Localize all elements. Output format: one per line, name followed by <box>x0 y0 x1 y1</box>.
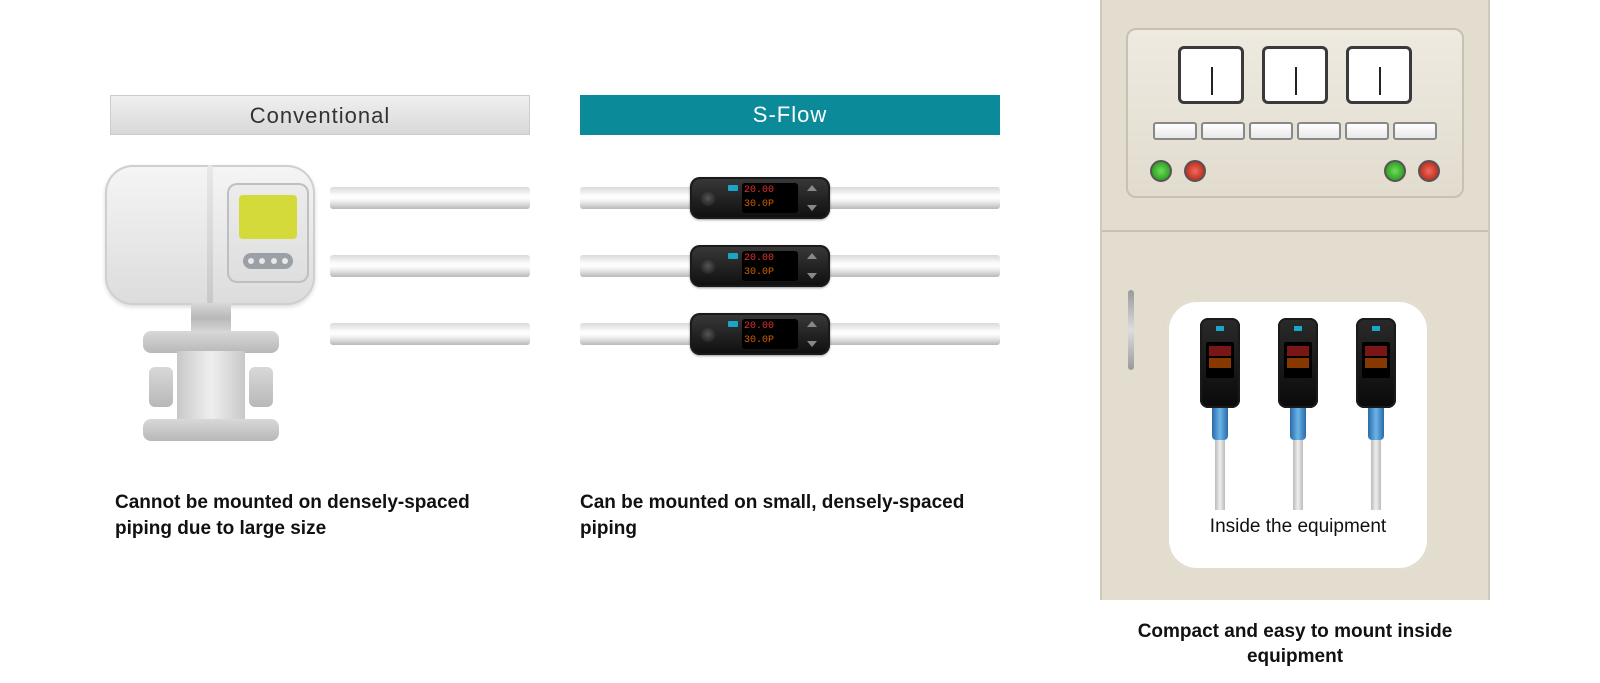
switch-icon <box>1153 122 1197 140</box>
inner-box-label: Inside the equipment <box>1167 516 1429 538</box>
readout-line2: 30.0P <box>744 266 796 280</box>
conventional-meter-icon <box>95 165 325 455</box>
meter-screen <box>227 183 309 283</box>
switch-row <box>1128 122 1462 140</box>
sflow-sensor-icon: 20.00 30.0P <box>690 245 830 287</box>
conventional-header: Conventional <box>110 95 530 135</box>
sensor-readout: 20.00 30.0P <box>742 251 798 281</box>
sensor-arrows-icon <box>804 253 820 279</box>
indicator-lights <box>1150 160 1440 182</box>
readout-line2: 30.0P <box>744 334 796 348</box>
pipe-row: 20.00 30.0P <box>580 321 1000 347</box>
sensor-readout: 20.00 30.0P <box>742 183 798 213</box>
gauge-icon <box>1346 46 1412 104</box>
sflow-panel: S-Flow 20.00 30.0P 20.00 30.0P <box>580 95 1000 389</box>
meter-buttons-icon <box>243 253 293 269</box>
pipe <box>330 323 530 345</box>
sensor-port-icon <box>700 190 716 206</box>
switch-icon <box>1393 122 1437 140</box>
light-pair-left <box>1150 160 1206 182</box>
sflow-sensor-icon: 20.00 30.0P <box>690 313 830 355</box>
gauge-row <box>1128 46 1462 104</box>
pipe-row: 20.00 30.0P <box>580 185 1000 211</box>
light-red-icon <box>1184 160 1206 182</box>
conventional-caption: Cannot be mounted on densely-spaced pipi… <box>115 490 515 541</box>
light-green-icon <box>1384 160 1406 182</box>
pipe-row: 20.00 30.0P <box>580 253 1000 279</box>
readout-line2: 30.0P <box>744 198 796 212</box>
sflow-header: S-Flow <box>580 95 1000 135</box>
mini-sensor-icon <box>1193 318 1247 510</box>
readout-line1: 20.00 <box>744 184 796 198</box>
cabinet-caption: Compact and easy to mount inside equipme… <box>1105 620 1485 669</box>
gauge-icon <box>1262 46 1328 104</box>
sensor-led-icon <box>728 321 738 327</box>
readout-line1: 20.00 <box>744 320 796 334</box>
equipment-cabinet-icon: Inside the equipment <box>1100 0 1490 600</box>
mini-sensor-icon <box>1349 318 1403 510</box>
pipe <box>330 255 530 277</box>
sensor-port-icon <box>700 258 716 274</box>
meter-neck <box>191 303 231 333</box>
sflow-caption: Can be mounted on small, densely-spaced … <box>580 490 980 541</box>
light-red-icon <box>1418 160 1440 182</box>
sensor-led-icon <box>728 253 738 259</box>
sensor-readout: 20.00 30.0P <box>742 319 798 349</box>
readout-line1: 20.00 <box>744 252 796 266</box>
light-pair-right <box>1384 160 1440 182</box>
cabinet-top-panel <box>1126 28 1464 198</box>
mini-sensor-row <box>1167 318 1429 510</box>
sensor-led-icon <box>728 185 738 191</box>
mini-sensor-icon <box>1271 318 1325 510</box>
pipe <box>330 187 530 209</box>
cabinet-handle-icon <box>1128 290 1134 370</box>
sensor-port-icon <box>700 326 716 342</box>
switch-icon <box>1297 122 1341 140</box>
switch-icon <box>1249 122 1293 140</box>
gauge-icon <box>1178 46 1244 104</box>
switch-icon <box>1201 122 1245 140</box>
switch-icon <box>1345 122 1389 140</box>
meter-head <box>105 165 315 305</box>
sensor-arrows-icon <box>804 321 820 347</box>
cabinet-inner-box: Inside the equipment <box>1167 300 1429 570</box>
meter-flange <box>143 331 279 441</box>
sflow-sensor-icon: 20.00 30.0P <box>690 177 830 219</box>
cabinet-seam <box>1102 230 1488 232</box>
light-green-icon <box>1150 160 1172 182</box>
sensor-arrows-icon <box>804 185 820 211</box>
